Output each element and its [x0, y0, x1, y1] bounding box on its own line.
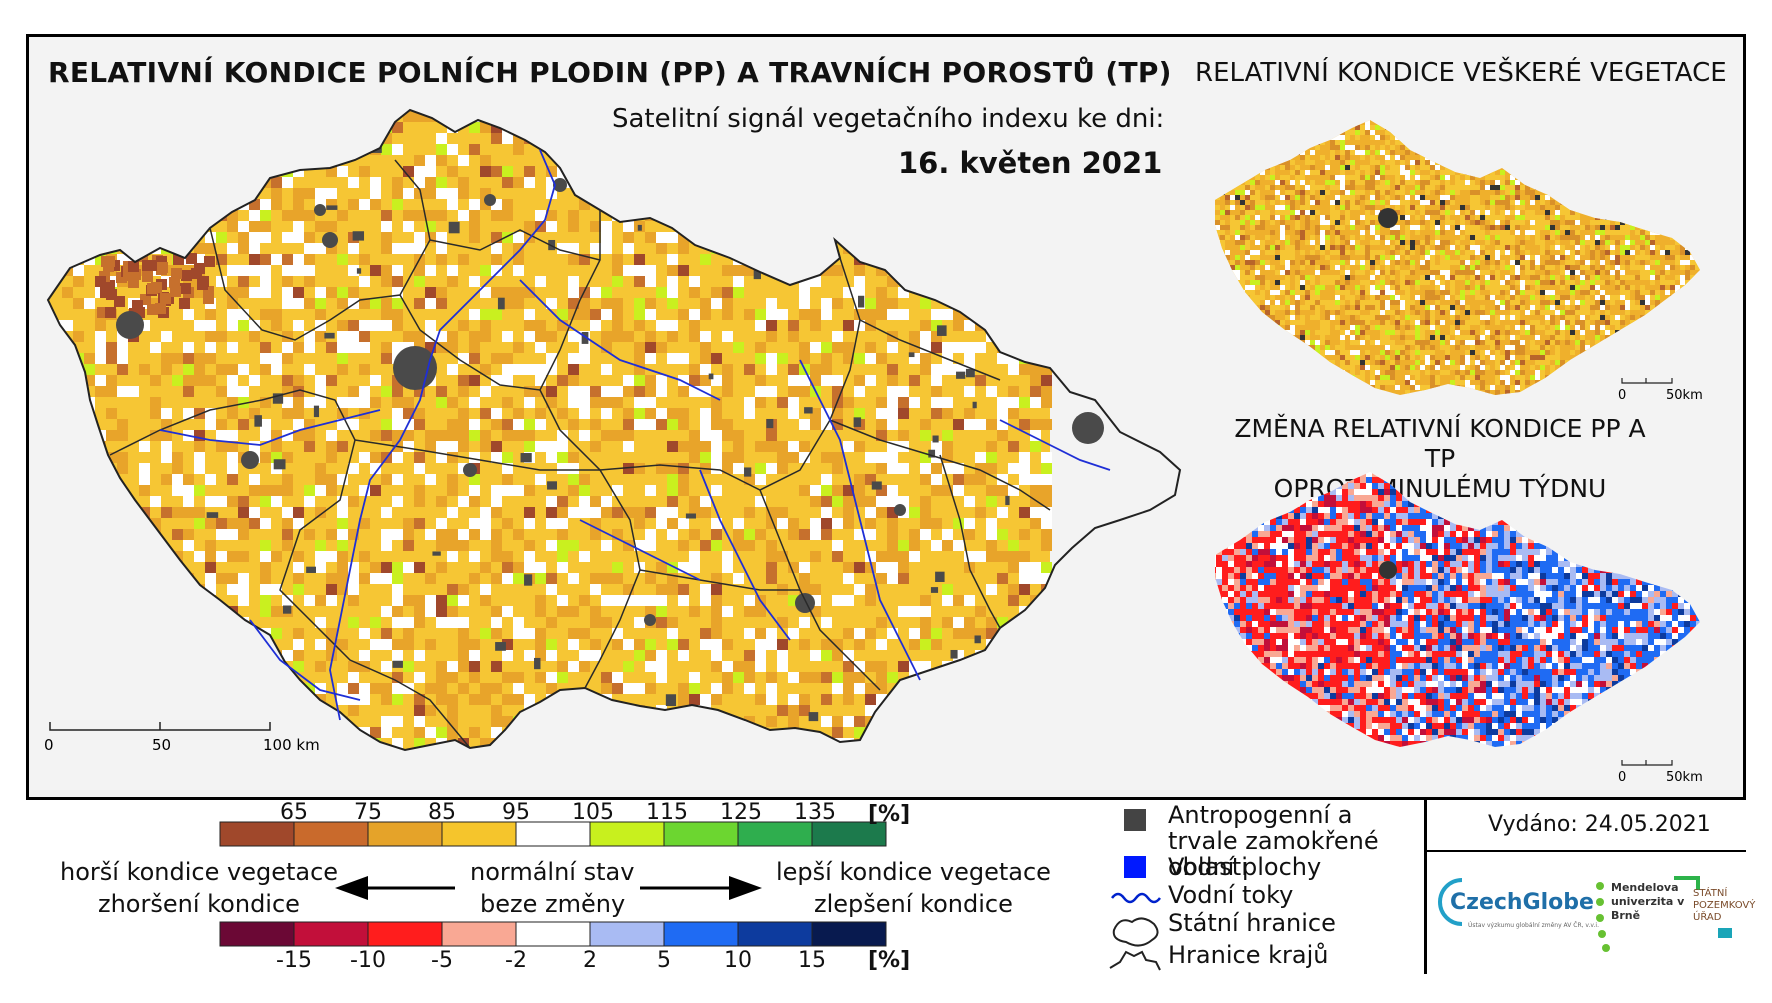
mendel-logo-dots: [1596, 882, 1610, 952]
state-border-symbol: [1112, 917, 1159, 947]
colorbar-swatch: [441, 821, 517, 847]
change-unit: [%]: [868, 948, 911, 973]
spu-logo-mark: [1674, 876, 1732, 938]
water-label: Vodní plochy: [1168, 853, 1322, 881]
colorbar-tick-label: 65: [280, 800, 308, 825]
legend-divider: [1424, 850, 1746, 852]
main-scalebar: 0 50 100 km: [44, 722, 320, 754]
rivers-label: Vodní toky: [1168, 881, 1294, 909]
colorbar-tick-label: -10: [350, 948, 386, 973]
colorbar-swatch: [663, 921, 739, 947]
water-symbol: [1124, 856, 1146, 878]
vegetation-map-title: RELATIVNÍ KONDICE VEŠKERÉ VEGETACE: [1195, 58, 1727, 88]
legend-divider: [1424, 797, 1427, 974]
colorbar-swatch: [811, 921, 887, 947]
condition-unit: [%]: [868, 802, 911, 827]
colorbar-tick-label: 5: [657, 948, 671, 973]
colorbar-tick-label: -15: [276, 948, 312, 973]
czechglobe-logo-mark: [1438, 878, 1463, 926]
colorbar-swatch: [515, 921, 591, 947]
worse-change-label: zhoršení kondice: [98, 890, 300, 918]
colorbar-tick-label: -5: [431, 948, 453, 973]
worse-vegetation-label: horší kondice vegetace: [60, 858, 339, 886]
normal-state-label: normální stav: [470, 858, 635, 886]
small-bottom-scalebar: 0 50km: [1618, 760, 1703, 785]
main-title: RELATIVNÍ KONDICE POLNÍCH PLODIN (PP) A …: [48, 56, 1172, 89]
colorbar-tick-label: 75: [354, 800, 382, 825]
anthropogenic-symbol: [1124, 809, 1146, 831]
region-border-symbol: [1109, 950, 1161, 971]
colorbar-tick-label: -2: [505, 948, 527, 973]
anthropogenic-label: Antropogenní a trvale zamokřené oblasti: [1168, 801, 1379, 881]
state-border-label: Státní hranice: [1168, 909, 1336, 937]
colorbar-tick-label: 95: [502, 800, 530, 825]
colorbar-swatch: [219, 921, 295, 947]
colorbar-swatch: [367, 821, 443, 847]
colorbar-tick-label: 85: [428, 800, 456, 825]
colorbar-swatch: [293, 821, 369, 847]
colorbar-tick-label: 135: [794, 800, 836, 825]
czechglobe-logo: CzechGlobe: [1450, 890, 1594, 915]
region-border-label: Hranice krajů: [1168, 941, 1329, 969]
colorbar-swatch: [663, 821, 739, 847]
colorbar-swatch: [219, 821, 295, 847]
colorbar-tick-label: 125: [720, 800, 762, 825]
colorbar-swatch: [589, 821, 665, 847]
colorbar-swatch: [367, 921, 443, 947]
mendel-logo: Mendelova univerzita v Brně: [1611, 881, 1685, 922]
river-symbol: [1111, 892, 1161, 904]
better-change-label: zlepšení kondice: [814, 890, 1013, 918]
colorbar-tick-label: 15: [798, 948, 826, 973]
colorbar-swatch: [737, 921, 813, 947]
colorbar-tick-label: 115: [646, 800, 688, 825]
czechglobe-subtitle: Ústav výzkumu globální změny AV ČR, v.v.…: [1468, 922, 1599, 929]
spu-logo: STÁTNÍ POZEMKOVÝ ÚŘAD: [1693, 888, 1756, 923]
subtitle: Satelitní signál vegetačního indexu ke d…: [612, 104, 1165, 134]
colorbar-swatch: [589, 921, 665, 947]
map-date: 16. květen 2021: [898, 146, 1163, 180]
colorbar-swatch: [811, 821, 887, 847]
colorbar-swatch: [515, 821, 591, 847]
colorbar-swatch: [293, 921, 369, 947]
better-vegetation-label: lepší kondice vegetace: [776, 858, 1051, 886]
colorbar-swatch: [737, 821, 813, 847]
colorbar-tick-label: 2: [583, 948, 597, 973]
colorbar-tick-label: 105: [572, 800, 614, 825]
no-change-label: beze změny: [480, 890, 626, 918]
colorbar-tick-label: 10: [724, 948, 752, 973]
better-arrow: [640, 876, 762, 900]
small-top-scalebar: 0 50km: [1618, 378, 1703, 403]
colorbar-swatch: [441, 921, 517, 947]
worse-arrow: [335, 876, 455, 900]
issued-date: Vydáno: 24.05.2021: [1488, 812, 1711, 837]
